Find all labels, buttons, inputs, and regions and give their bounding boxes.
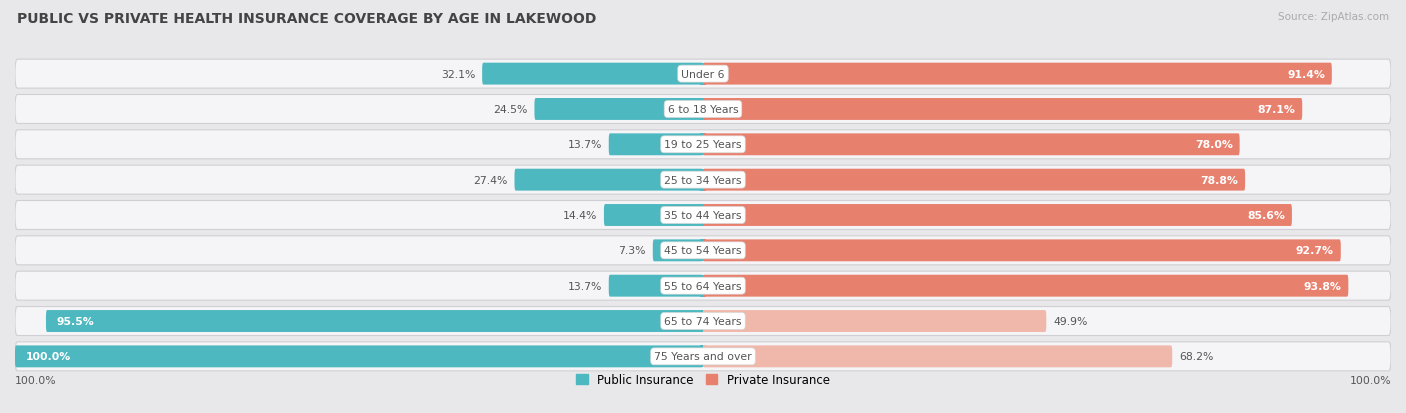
Bar xyxy=(703,64,706,85)
FancyBboxPatch shape xyxy=(703,134,1240,156)
FancyBboxPatch shape xyxy=(15,271,1391,300)
FancyBboxPatch shape xyxy=(605,204,703,226)
Bar xyxy=(700,64,703,85)
Bar xyxy=(700,310,703,332)
Legend: Public Insurance, Private Insurance: Public Insurance, Private Insurance xyxy=(571,368,835,390)
Bar xyxy=(700,240,703,262)
FancyBboxPatch shape xyxy=(534,99,703,121)
Text: 14.4%: 14.4% xyxy=(562,211,598,221)
Text: PUBLIC VS PRIVATE HEALTH INSURANCE COVERAGE BY AGE IN LAKEWOOD: PUBLIC VS PRIVATE HEALTH INSURANCE COVER… xyxy=(17,12,596,26)
Text: 65 to 74 Years: 65 to 74 Years xyxy=(664,316,742,326)
FancyBboxPatch shape xyxy=(703,240,1341,262)
FancyBboxPatch shape xyxy=(15,166,1391,195)
FancyBboxPatch shape xyxy=(609,134,703,156)
Text: 13.7%: 13.7% xyxy=(568,140,602,150)
Bar xyxy=(703,99,706,121)
Bar xyxy=(700,275,703,297)
Text: 55 to 64 Years: 55 to 64 Years xyxy=(664,281,742,291)
Text: 24.5%: 24.5% xyxy=(494,105,527,115)
Text: 78.8%: 78.8% xyxy=(1201,175,1239,185)
Text: 27.4%: 27.4% xyxy=(474,175,508,185)
FancyBboxPatch shape xyxy=(652,240,703,262)
Bar xyxy=(703,240,706,262)
Bar xyxy=(700,99,703,121)
FancyBboxPatch shape xyxy=(46,310,703,332)
FancyBboxPatch shape xyxy=(15,342,1391,371)
Bar xyxy=(703,169,706,191)
FancyBboxPatch shape xyxy=(703,346,1173,368)
Text: Source: ZipAtlas.com: Source: ZipAtlas.com xyxy=(1278,12,1389,22)
Text: 100.0%: 100.0% xyxy=(25,351,70,361)
Bar xyxy=(700,169,703,191)
Text: 91.4%: 91.4% xyxy=(1286,69,1324,79)
Text: 49.9%: 49.9% xyxy=(1053,316,1088,326)
Bar xyxy=(703,134,706,156)
FancyBboxPatch shape xyxy=(15,60,1391,89)
FancyBboxPatch shape xyxy=(703,275,1348,297)
Text: 100.0%: 100.0% xyxy=(1350,375,1391,385)
FancyBboxPatch shape xyxy=(15,346,703,368)
Text: 19 to 25 Years: 19 to 25 Years xyxy=(664,140,742,150)
Text: 35 to 44 Years: 35 to 44 Years xyxy=(664,211,742,221)
Text: 7.3%: 7.3% xyxy=(619,246,645,256)
FancyBboxPatch shape xyxy=(15,307,1391,336)
FancyBboxPatch shape xyxy=(703,310,1046,332)
Text: 92.7%: 92.7% xyxy=(1296,246,1334,256)
Text: 13.7%: 13.7% xyxy=(568,281,602,291)
FancyBboxPatch shape xyxy=(15,95,1391,124)
FancyBboxPatch shape xyxy=(15,236,1391,265)
Bar xyxy=(700,204,703,226)
Bar xyxy=(700,346,703,368)
Text: 25 to 34 Years: 25 to 34 Years xyxy=(664,175,742,185)
FancyBboxPatch shape xyxy=(15,201,1391,230)
FancyBboxPatch shape xyxy=(482,64,703,85)
Bar xyxy=(703,275,706,297)
Text: 78.0%: 78.0% xyxy=(1195,140,1233,150)
Text: 32.1%: 32.1% xyxy=(441,69,475,79)
FancyBboxPatch shape xyxy=(515,169,703,191)
Text: 75 Years and over: 75 Years and over xyxy=(654,351,752,361)
Text: 85.6%: 85.6% xyxy=(1247,211,1285,221)
Text: 93.8%: 93.8% xyxy=(1303,281,1341,291)
FancyBboxPatch shape xyxy=(15,131,1391,159)
Text: 6 to 18 Years: 6 to 18 Years xyxy=(668,105,738,115)
FancyBboxPatch shape xyxy=(703,169,1246,191)
FancyBboxPatch shape xyxy=(609,275,703,297)
FancyBboxPatch shape xyxy=(703,204,1292,226)
Bar xyxy=(700,134,703,156)
Text: 95.5%: 95.5% xyxy=(56,316,94,326)
Text: 87.1%: 87.1% xyxy=(1257,105,1295,115)
Text: 68.2%: 68.2% xyxy=(1180,351,1213,361)
FancyBboxPatch shape xyxy=(703,99,1302,121)
Text: 100.0%: 100.0% xyxy=(15,375,56,385)
Text: 45 to 54 Years: 45 to 54 Years xyxy=(664,246,742,256)
Bar xyxy=(703,204,706,226)
Bar xyxy=(703,346,706,368)
Bar xyxy=(703,310,706,332)
FancyBboxPatch shape xyxy=(703,64,1331,85)
Text: Under 6: Under 6 xyxy=(682,69,724,79)
